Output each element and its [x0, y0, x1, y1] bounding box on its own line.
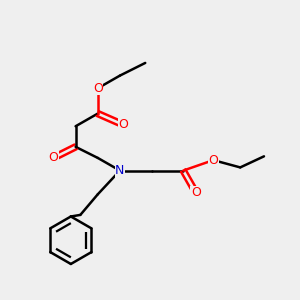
Text: O: O — [49, 152, 58, 164]
Text: N: N — [115, 164, 124, 177]
Text: O: O — [208, 154, 218, 166]
Text: O: O — [191, 186, 201, 199]
Text: O: O — [118, 118, 128, 131]
Text: O: O — [93, 82, 103, 95]
